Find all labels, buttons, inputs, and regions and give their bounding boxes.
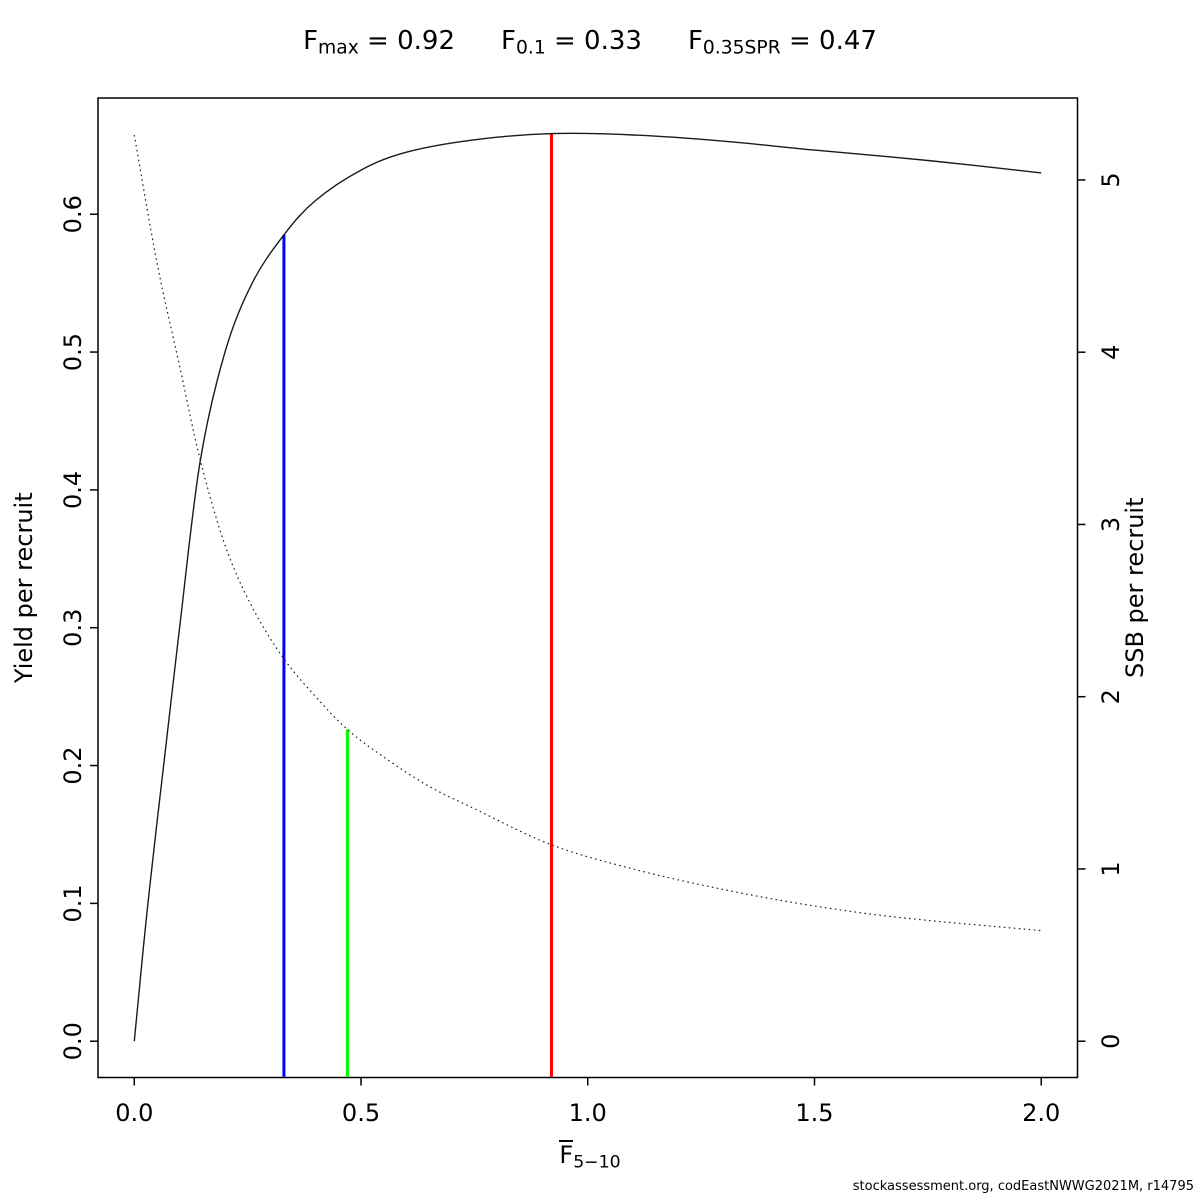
x-axis-label-subscript: 5−10 (573, 1152, 621, 1173)
x-tick-label: 0.0 (115, 1099, 153, 1127)
x-tick-label: 1.5 (795, 1099, 833, 1127)
chart-title: Fmax = 0.92 F0.1 = 0.33 F0.35SPR = 0.47 (0, 26, 1180, 59)
y-right-tick-label: 5 (1097, 172, 1125, 187)
y-left-tick-label: 0.1 (59, 884, 87, 922)
y-left-tick-label: 0.4 (59, 471, 87, 509)
plot-credit: stockassessment.org, codEastNWWG2021M, r… (852, 1179, 1194, 1194)
y-left-axis-title: Yield per recruit (10, 492, 38, 684)
y-right-tick-label: 0 (1097, 1034, 1125, 1049)
y-left-tick-label: 0.2 (59, 746, 87, 784)
y-left-tick-label: 0.0 (59, 1022, 87, 1060)
x-tick-label: 0.5 (342, 1099, 380, 1127)
reference-point-readout: F0.35SPR = 0.47 (687, 26, 877, 59)
y-left-tick-label: 0.5 (59, 333, 87, 371)
x-axis-label-base: F (559, 1140, 574, 1169)
reference-point-readout: F0.1 = 0.33 (501, 26, 642, 59)
y-right-tick-label: 1 (1097, 861, 1125, 876)
y-left-tick-label: 0.3 (59, 609, 87, 647)
y-right-axis-title: SSB per recruit (1121, 497, 1149, 678)
yield-per-recruit-curve (133, 132, 1042, 1042)
y-right-tick-label: 2 (1097, 689, 1125, 704)
ssb-per-recruit-curve (133, 134, 1042, 932)
y-left-tick-label: 0.6 (59, 195, 87, 233)
x-tick-label: 2.0 (1022, 1099, 1060, 1127)
x-tick-label: 1.0 (569, 1099, 607, 1127)
plot-frame (97, 97, 1079, 1079)
x-axis-label: F5−10 (0, 1140, 1180, 1173)
y-right-tick-label: 3 (1097, 517, 1125, 532)
reference-point-readout: Fmax = 0.92 (303, 26, 455, 59)
y-right-tick-label: 4 (1097, 345, 1125, 360)
